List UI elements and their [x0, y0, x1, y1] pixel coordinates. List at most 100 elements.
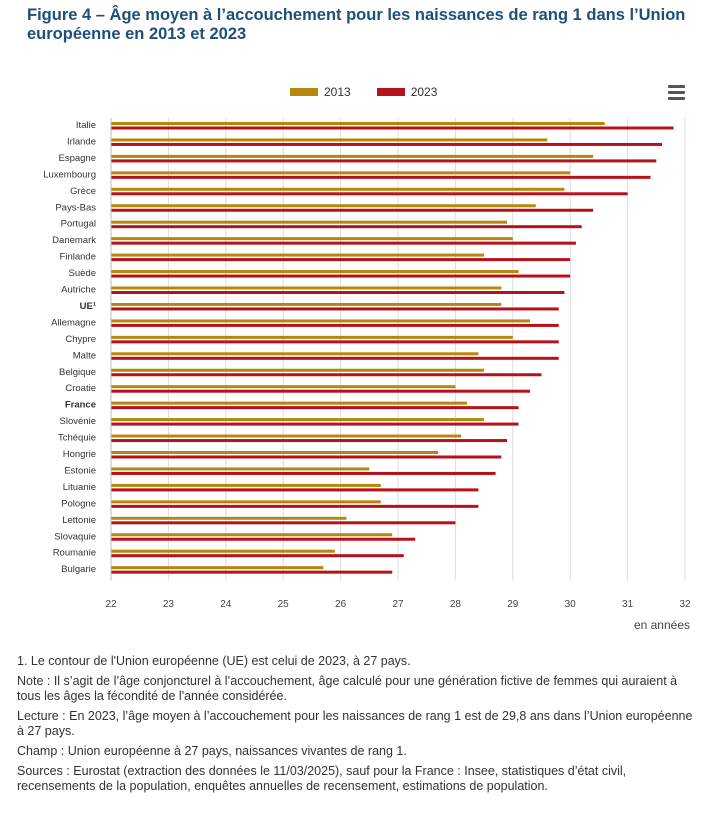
bar-2013-10 [111, 286, 502, 290]
y-tick-label-4: Grèce [70, 186, 96, 197]
bar-2013-5 [111, 204, 536, 208]
x-tick-label-30: 30 [565, 599, 577, 610]
y-tick-label-7: Danemark [52, 235, 96, 246]
x-tick-label-28: 28 [450, 599, 462, 610]
bar-2013-18 [111, 418, 485, 422]
legend-label-2013: 2013 [324, 85, 351, 99]
bar-2023-10 [111, 291, 565, 294]
bar-2023-8 [111, 258, 571, 262]
bar-2013-3 [111, 171, 571, 175]
legend-item-2023[interactable]: 2023 [376, 85, 438, 99]
bar-2013-27 [111, 566, 324, 570]
bar-2023-23 [111, 504, 479, 508]
bar-2013-22 [111, 483, 381, 487]
bar-2023-17 [111, 406, 519, 410]
figure-notes: 1. Le contour de l'Union européenne (UE)… [17, 654, 700, 826]
bar-2023-18 [111, 422, 519, 426]
bar-2023-15 [111, 373, 542, 377]
bar-2013-20 [111, 451, 439, 454]
bar-2023-14 [111, 356, 559, 360]
x-tick-label-27: 27 [392, 599, 404, 610]
y-tick-label-17: France [65, 400, 96, 411]
bar-2023-19 [111, 439, 508, 443]
y-tick-label-21: Estonie [64, 465, 96, 476]
bar-2013-14 [111, 352, 479, 356]
bar-2023-16 [111, 389, 531, 393]
bar-2023-12 [111, 323, 559, 327]
y-tick-label-0: Italie [76, 120, 96, 131]
bar-2013-8 [111, 253, 485, 257]
bar-2013-12 [111, 319, 531, 323]
bar-2023-21 [111, 471, 496, 475]
note-definition: Note : Il s’agit de l’âge conjoncturel à… [17, 674, 678, 703]
y-tick-label-23: Pologne [61, 498, 96, 509]
legend-swatch-2023 [376, 88, 405, 96]
y-tick-label-11: UE¹ [80, 301, 96, 312]
note-footnote: 1. Le contour de l'Union européenne (UE)… [17, 654, 411, 668]
y-tick-label-25: Slovaquie [54, 531, 96, 542]
y-tick-label-5: Pays-Bas [55, 202, 96, 213]
bar-chart: 22 23 24 25 26 27 28 29 30 31 32 en années Italie Irl… [43, 118, 691, 632]
bar-2013-4 [111, 187, 565, 191]
y-tick-label-24: Lettonie [62, 515, 96, 526]
y-tick-label-3: Luxembourg [43, 169, 96, 180]
chart-legend: 2013 2023 [290, 85, 437, 99]
x-tick-label-32: 32 [679, 599, 691, 610]
bar-2013-16 [111, 385, 456, 389]
bar-2013-1 [111, 138, 548, 142]
y-tick-label-26: Roumanie [53, 548, 96, 559]
bar-2013-7 [111, 237, 513, 241]
bar-2023-13 [111, 340, 559, 344]
bar-2013-23 [111, 500, 381, 504]
y-tick-label-8: Finlande [60, 252, 96, 263]
x-tick-label-23: 23 [163, 599, 175, 610]
x-tick-label-31: 31 [622, 599, 634, 610]
bar-2023-1 [111, 142, 663, 146]
bar-2013-24 [111, 516, 347, 520]
y-tick-label-1: Irlande [67, 136, 96, 147]
bar-2023-24 [111, 521, 456, 525]
x-tick-label-26: 26 [335, 599, 347, 610]
bar-2023-5 [111, 208, 594, 212]
figure-title: Figure 4 – Âge moyen à l’accouchement po… [27, 6, 686, 43]
y-tick-label-14: Malte [73, 350, 96, 361]
y-tick-label-13: Chypre [65, 334, 96, 345]
bar-2023-7 [111, 241, 576, 245]
bar-2013-0 [111, 122, 605, 125]
bar-2013-13 [111, 335, 513, 339]
x-tick-label-25: 25 [278, 599, 290, 610]
bar-2023-26 [111, 554, 404, 558]
legend-label-2023: 2023 [410, 85, 438, 99]
bar-2023-3 [111, 175, 651, 179]
y-tick-label-9: Suède [69, 268, 96, 279]
bar-2023-20 [111, 455, 502, 459]
legend-item-2013[interactable]: 2013 [290, 85, 351, 99]
bar-2023-6 [111, 225, 582, 229]
y-tick-label-22: Lituanie [63, 482, 96, 493]
bar-2013-17 [111, 401, 467, 405]
bar-2023-4 [111, 192, 628, 196]
y-tick-label-18: Slovénie [60, 416, 96, 427]
note-sources: Sources : Eurostat (extraction des donné… [17, 764, 627, 793]
hamburger-menu-icon[interactable] [668, 85, 685, 100]
bar-2023-0 [111, 126, 674, 130]
bar-2023-27 [111, 570, 393, 574]
bar-2013-21 [111, 467, 370, 471]
legend-swatch-2013 [290, 88, 318, 96]
bar-2023-2 [111, 159, 657, 163]
bar-2023-25 [111, 537, 416, 541]
note-reading: Lecture : En 2023, l’âge moyen à l’accou… [17, 709, 693, 738]
bar-2013-2 [111, 154, 594, 158]
bar-2013-6 [111, 220, 508, 224]
y-tick-label-10: Autriche [61, 285, 96, 296]
y-tick-label-20: Hongrie [63, 449, 96, 460]
x-tick-label-22: 22 [105, 599, 117, 610]
bar-2013-15 [111, 368, 485, 372]
y-tick-label-2: Espagne [58, 153, 96, 164]
y-tick-label-15: Belgique [59, 367, 96, 378]
note-scope: Champ : Union européenne à 27 pays, nais… [17, 744, 407, 758]
y-tick-label-19: Tchéquie [58, 433, 96, 444]
x-tick-label-24: 24 [220, 599, 232, 610]
bar-2013-25 [111, 533, 393, 537]
